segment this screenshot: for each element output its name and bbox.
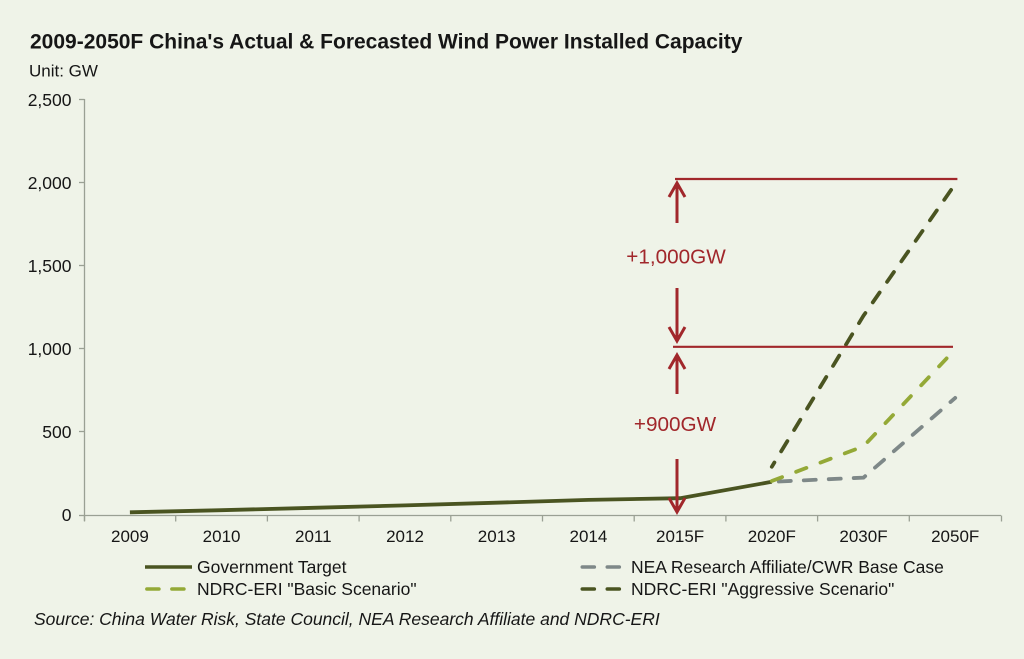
svg-text:2009-2050F China's Actual & Fo: 2009-2050F China's Actual & Forecasted W… bbox=[30, 31, 743, 54]
svg-text:2,000: 2,000 bbox=[28, 173, 72, 193]
svg-text:1,000: 1,000 bbox=[28, 339, 72, 359]
svg-text:0: 0 bbox=[62, 505, 72, 525]
svg-text:2020F: 2020F bbox=[748, 527, 796, 546]
svg-text:NDRC-ERI "Basic Scenario": NDRC-ERI "Basic Scenario" bbox=[197, 579, 417, 599]
svg-text:+900GW: +900GW bbox=[634, 413, 717, 436]
svg-text:500: 500 bbox=[42, 422, 71, 442]
svg-text:2050F: 2050F bbox=[931, 527, 979, 546]
svg-text:2012: 2012 bbox=[386, 527, 424, 546]
svg-text:2015F: 2015F bbox=[656, 527, 704, 546]
svg-text:2013: 2013 bbox=[478, 527, 516, 546]
svg-text:Source: China Water Risk, Stat: Source: China Water Risk, State Council,… bbox=[34, 609, 660, 629]
svg-text:2014: 2014 bbox=[569, 527, 607, 546]
svg-text:2,500: 2,500 bbox=[28, 90, 72, 110]
svg-text:NDRC-ERI "Aggressive Scenario": NDRC-ERI "Aggressive Scenario" bbox=[631, 579, 894, 599]
svg-text:+1,000GW: +1,000GW bbox=[626, 246, 726, 269]
svg-text:Unit: GW: Unit: GW bbox=[29, 62, 98, 81]
svg-text:Government Target: Government Target bbox=[197, 557, 347, 577]
svg-text:1,500: 1,500 bbox=[28, 256, 72, 276]
svg-text:2010: 2010 bbox=[203, 527, 241, 546]
svg-text:NEA Research Affiliate/CWR Bas: NEA Research Affiliate/CWR Base Case bbox=[631, 557, 944, 577]
svg-text:2011: 2011 bbox=[295, 527, 332, 546]
svg-text:2030F: 2030F bbox=[839, 527, 887, 546]
svg-text:2009: 2009 bbox=[111, 527, 149, 546]
